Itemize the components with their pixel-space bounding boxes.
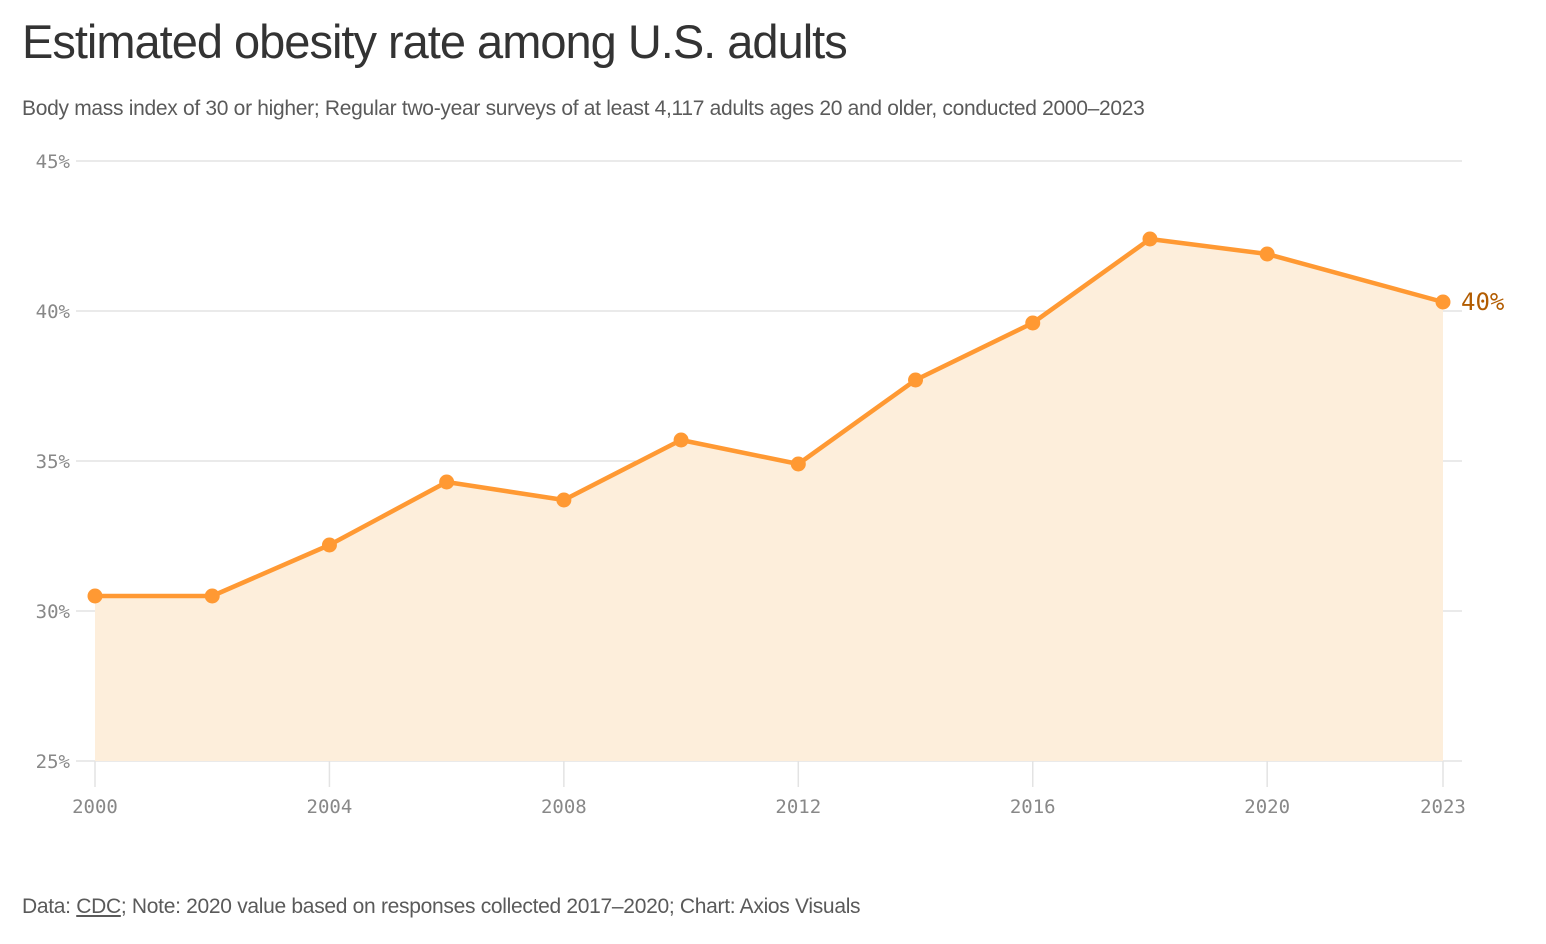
source-link-cdc[interactable]: CDC bbox=[76, 895, 121, 918]
x-tick-label: 2008 bbox=[541, 796, 587, 818]
data-point-2002 bbox=[204, 588, 220, 604]
y-tick-label: 25% bbox=[36, 751, 71, 773]
data-points bbox=[87, 231, 1451, 604]
x-axis-ticks bbox=[94, 761, 1444, 787]
x-axis-labels: 2000 2004 2008 2012 2016 2020 2023 bbox=[72, 796, 1466, 818]
data-point-2010 bbox=[673, 432, 689, 448]
chart-footer: Data: CDC; Note: 2020 value based on res… bbox=[22, 895, 861, 919]
data-point-2004 bbox=[321, 537, 337, 553]
x-tick-label: 2012 bbox=[775, 796, 821, 818]
footer-note: ; Note: 2020 value based on responses co… bbox=[120, 895, 861, 918]
chart-subtitle: Body mass index of 30 or higher; Regular… bbox=[22, 97, 1145, 120]
data-point-2016 bbox=[1025, 315, 1041, 331]
series-area bbox=[95, 239, 1443, 761]
data-point-2006 bbox=[439, 474, 455, 490]
data-point-2014 bbox=[908, 372, 924, 388]
footer-data-prefix: Data: bbox=[22, 895, 77, 918]
y-tick-label: 40% bbox=[36, 301, 71, 323]
data-point-2000 bbox=[87, 588, 103, 604]
x-tick-label: 2016 bbox=[1010, 796, 1056, 818]
data-point-2020 bbox=[1259, 246, 1275, 262]
x-tick-label: 2004 bbox=[307, 796, 353, 818]
end-value-label: 40% bbox=[1461, 288, 1505, 316]
x-tick-label: 2023 bbox=[1420, 796, 1466, 818]
y-axis-labels: 25% 30% 35% 40% 45% bbox=[36, 151, 71, 773]
data-point-2008 bbox=[556, 492, 572, 508]
x-tick-label: 2020 bbox=[1244, 796, 1290, 818]
y-tick-label: 45% bbox=[36, 151, 71, 173]
data-point-2018 bbox=[1142, 231, 1158, 247]
data-point-2023 bbox=[1435, 294, 1451, 310]
line-area-chart: 25% 30% 35% 40% 45% 2000 2004 2008 2012 2016 2020… bbox=[36, 151, 1505, 818]
y-tick-label: 35% bbox=[36, 451, 71, 473]
chart-title: Estimated obesity rate among U.S. adults bbox=[22, 15, 848, 68]
series-line bbox=[95, 236, 1444, 599]
data-point-2012 bbox=[790, 456, 806, 472]
x-tick-label: 2000 bbox=[72, 796, 118, 818]
y-tick-label: 30% bbox=[36, 601, 71, 623]
